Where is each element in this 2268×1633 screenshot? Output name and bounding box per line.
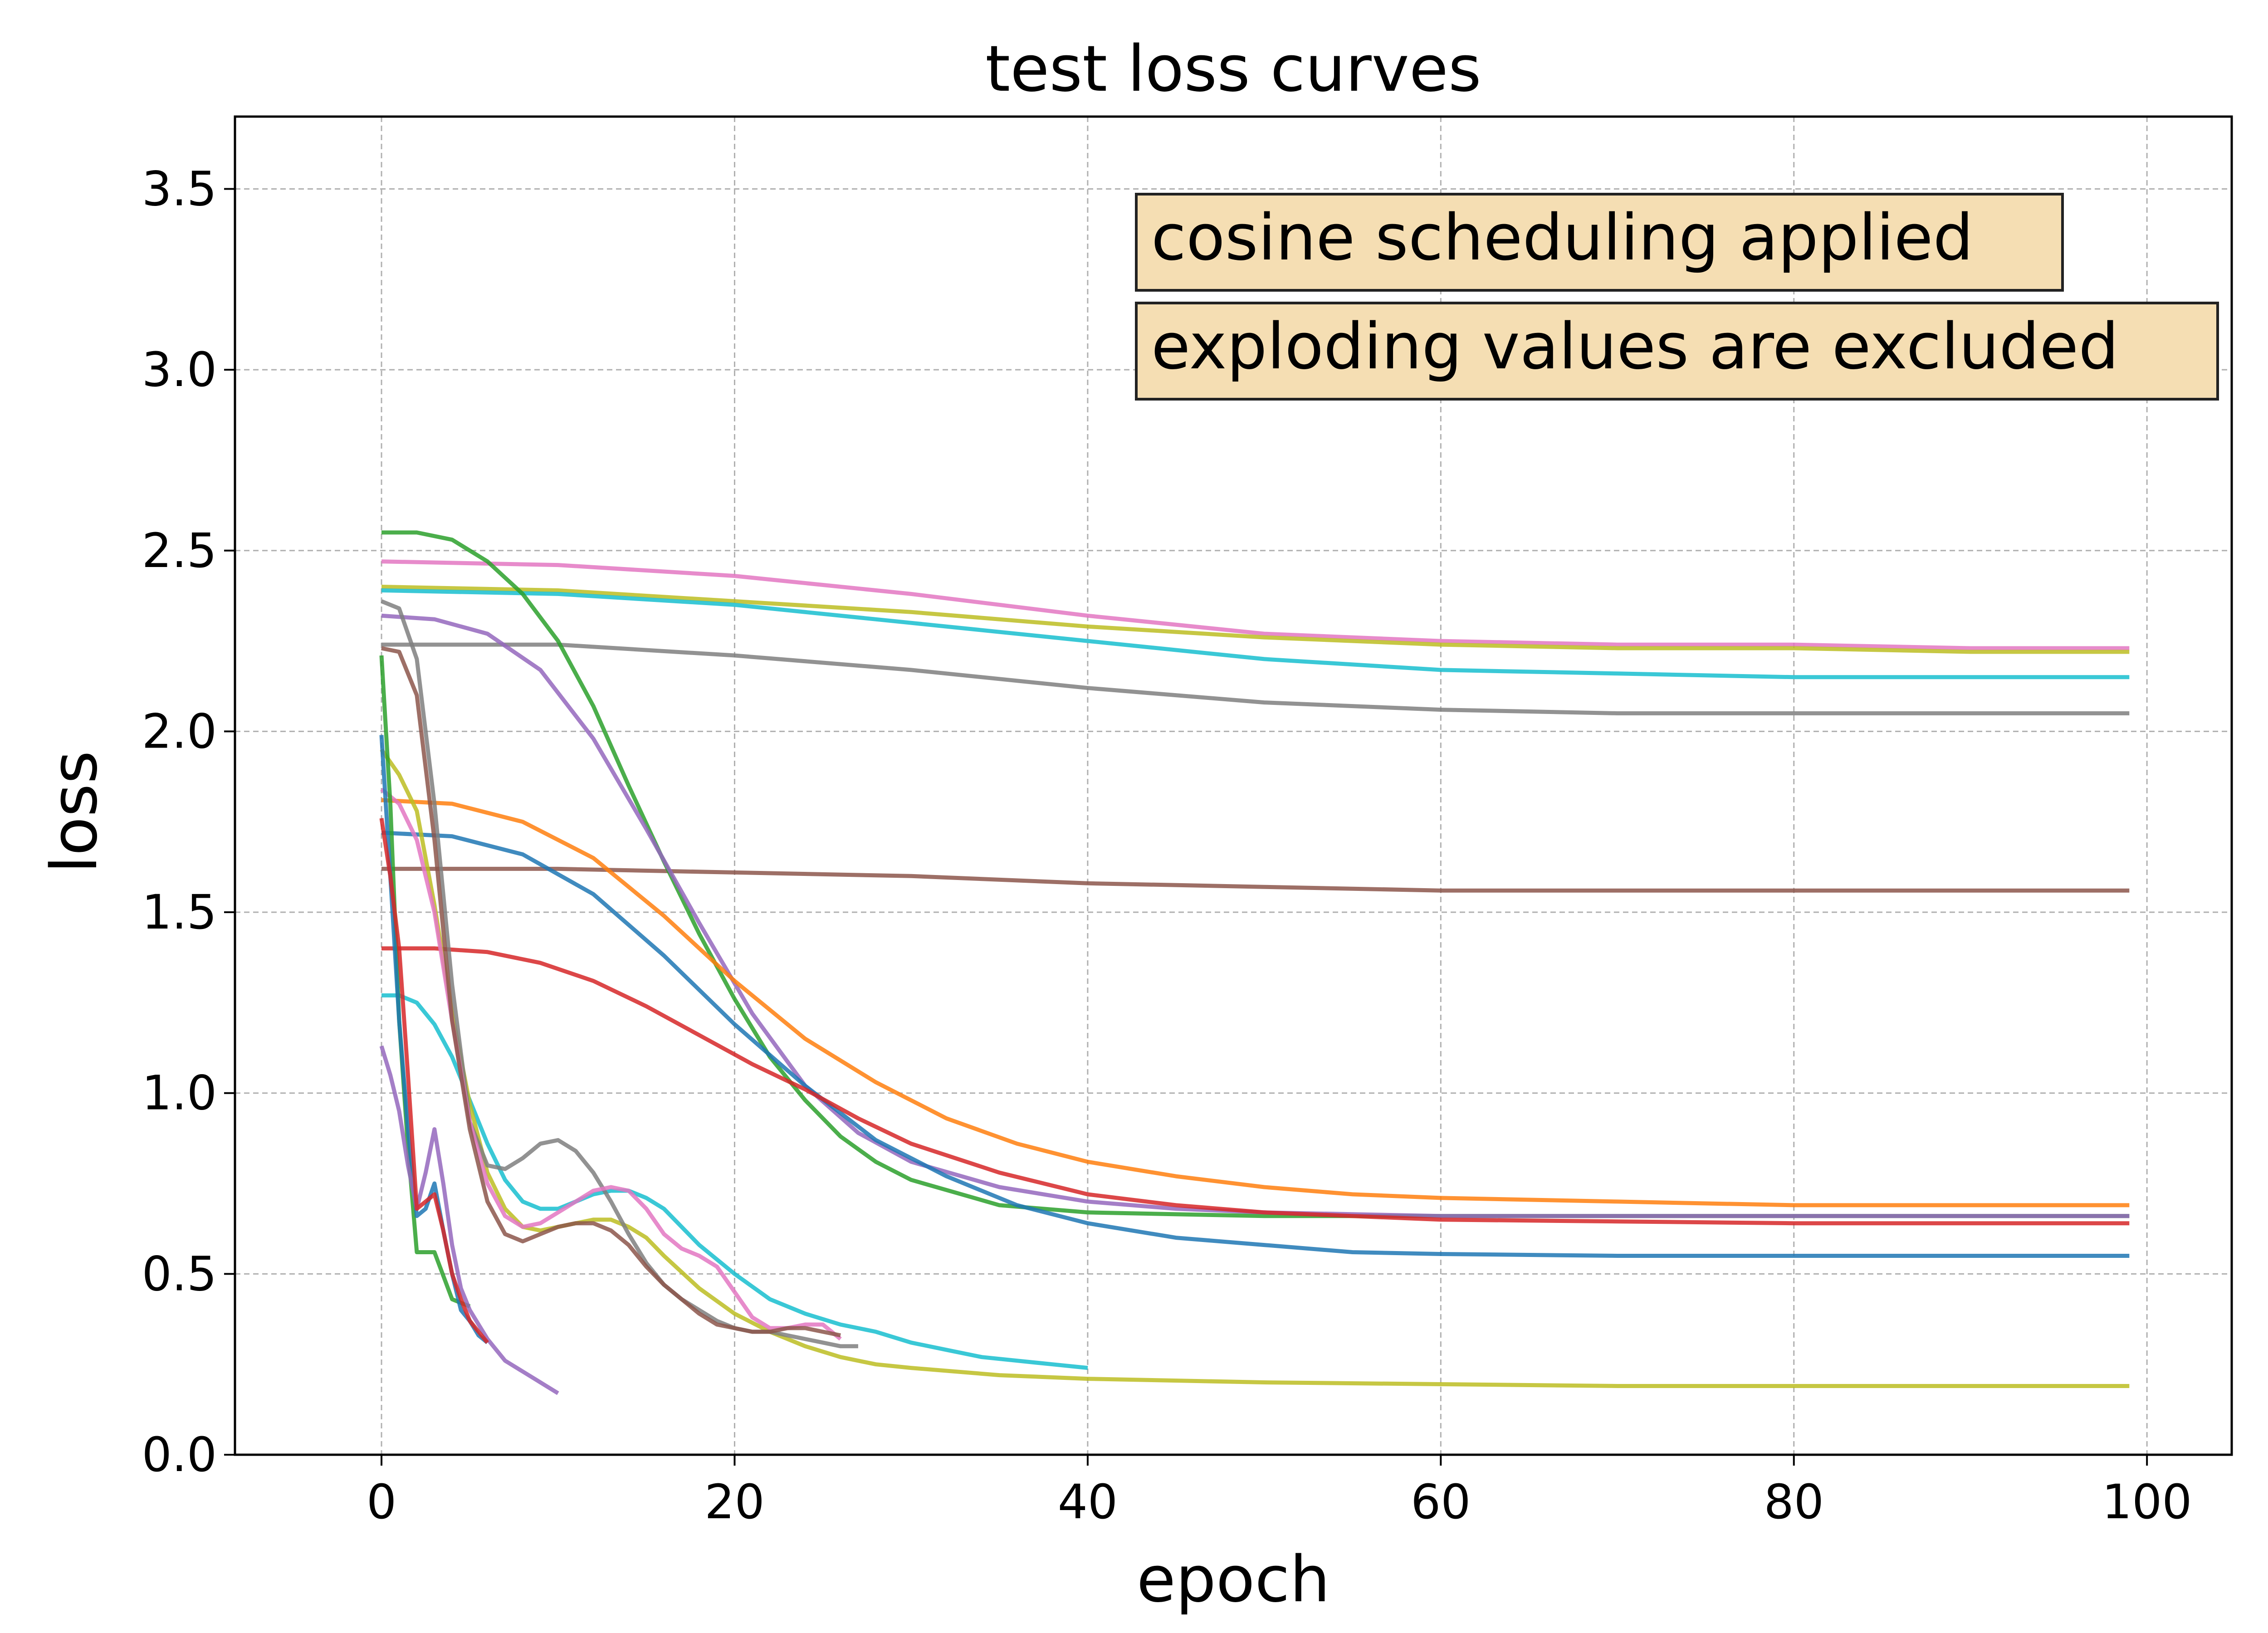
x-tick-label: 0: [367, 1474, 396, 1530]
x-tick-label: 100: [2102, 1474, 2192, 1530]
y-tick-label: 1.5: [142, 885, 217, 940]
series-line-11: [380, 748, 2130, 1388]
x-tick-label: 60: [1411, 1474, 1471, 1530]
series-line-1: [381, 585, 2130, 654]
series-line-0: [381, 559, 2130, 650]
x-tick-label: 80: [1764, 1474, 1824, 1530]
y-tick-label: 0.0: [142, 1427, 217, 1482]
y-tick-label: 1.0: [142, 1066, 217, 1121]
y-tick-label: 2.5: [142, 523, 217, 578]
axis-ticks: 0 20 40 60 80 100 0.0 0.5 1.0 1.5 2.0 2.5 3.0 3.5: [142, 161, 2192, 1530]
series-line-9: [381, 946, 2130, 1226]
series-line-4: [381, 866, 2130, 893]
y-tick-label: 0.5: [142, 1246, 217, 1301]
series-line-2: [381, 588, 2130, 680]
series-line-8: [381, 831, 2130, 1258]
series-line-6: [381, 613, 2130, 1218]
y-tick-label: 2.0: [142, 704, 217, 759]
x-tick-label: 20: [704, 1474, 764, 1530]
annotation-cosine: cosine scheduling applied: [1135, 193, 2064, 292]
x-tick-label: 40: [1058, 1474, 1118, 1530]
y-axis-label: loss: [38, 751, 112, 873]
chart-title: test loss curves: [985, 32, 1481, 106]
annotation-cosine-box: [1135, 193, 2064, 292]
y-tick-label: 3.5: [142, 161, 217, 216]
series-line-7: [381, 798, 2130, 1208]
annotation-cosine-text: cosine scheduling applied: [1151, 201, 1973, 275]
y-tick-label: 3.0: [142, 342, 217, 397]
annotation-exploding-text: exploding values are excluded: [1151, 310, 2119, 384]
series-line-17: [379, 1045, 559, 1395]
series-line-14: [381, 646, 841, 1338]
x-axis-label: epoch: [1137, 1543, 1330, 1617]
series-line-18: [379, 818, 489, 1344]
series-line-12: [381, 599, 858, 1349]
series-line-15: [379, 655, 471, 1309]
series-line-3: [381, 642, 2130, 715]
series-lines: [379, 530, 2130, 1395]
annotation-exploding-box: [1135, 302, 2219, 401]
annotation-exploding: exploding values are excluded: [1135, 302, 2219, 401]
plot-frame: [234, 115, 2233, 1456]
